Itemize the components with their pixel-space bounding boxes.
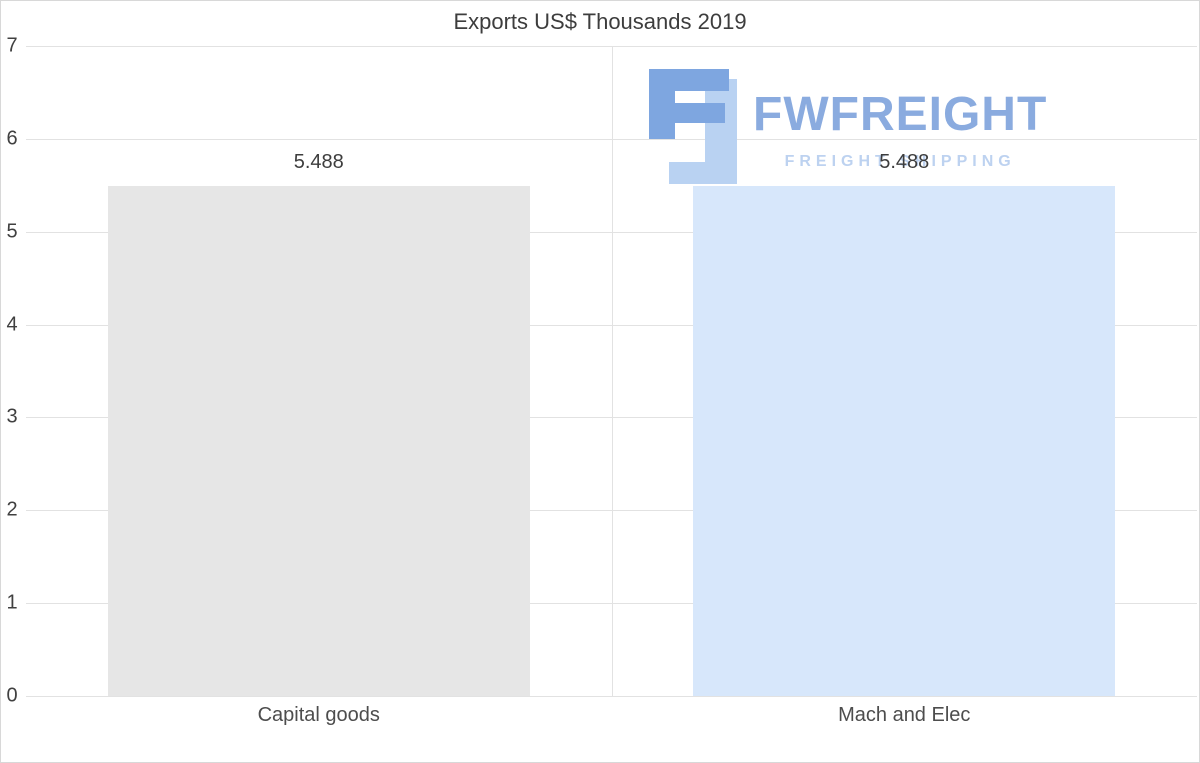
watermark-brand: FWFREIGHT <box>753 88 1048 141</box>
x-category-label-mach-and-elec: Mach and Elec <box>838 704 971 726</box>
x-category-label-capital-goods: Capital goods <box>257 704 380 726</box>
watermark-text: FWFREIGHT FREIGHT SHIPPING <box>753 69 1047 171</box>
bar-value-label-capital-goods: 5.488 <box>293 151 344 174</box>
chart-title: Exports US$ Thousands 2019 <box>453 9 747 34</box>
watermark-tagline: FREIGHT SHIPPING <box>784 153 1016 170</box>
y-tick-label-5: 5 <box>6 220 18 243</box>
y-tick-label-4: 4 <box>6 313 18 336</box>
y-tick-label-0: 0 <box>6 684 18 707</box>
watermark: FWFREIGHT FREIGHT SHIPPING <box>649 69 1047 184</box>
y-axis: 0 1 2 3 4 5 6 7 <box>1 35 23 707</box>
y-tick-label-3: 3 <box>6 405 18 428</box>
bar-value-label-mach-and-elec: 5.488 <box>879 151 930 174</box>
bar-capital-goods[interactable] <box>107 186 530 696</box>
y-tick-label-1: 1 <box>6 591 18 614</box>
plot-area: 5.488 5.488 <box>26 46 1197 697</box>
y-tick-label-6: 6 <box>6 127 18 150</box>
y-tick-label-2: 2 <box>6 498 18 521</box>
y-tick-label-7: 7 <box>6 34 18 57</box>
bar-mach-and-elec[interactable] <box>693 186 1116 696</box>
gridline-category-boundary <box>611 46 613 696</box>
gridline-y-0 <box>26 696 1197 697</box>
fwfreight-logo-icon <box>649 69 737 184</box>
x-axis-labels: Capital goods Mach and Elec <box>26 704 1197 734</box>
